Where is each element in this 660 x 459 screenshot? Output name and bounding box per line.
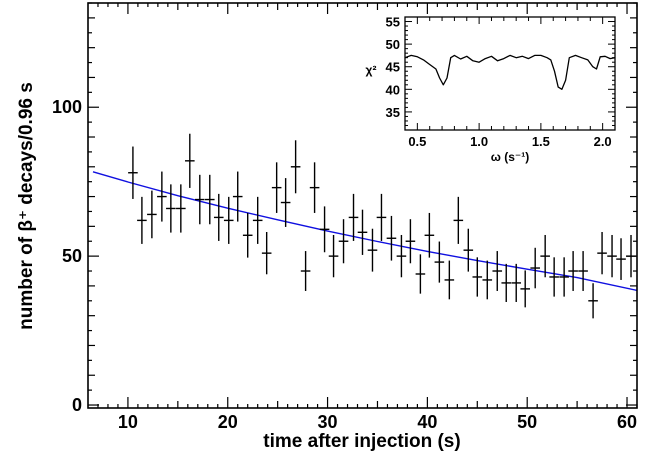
data-point xyxy=(157,171,167,222)
data-point xyxy=(472,257,483,297)
inset-y-tick-label: 55 xyxy=(386,15,400,30)
data-point xyxy=(348,193,359,241)
data-point xyxy=(185,133,195,188)
data-point xyxy=(396,234,407,278)
data-point xyxy=(195,174,205,225)
inset-chart: 0.5 1.0 1.5 2.0 35 40 45 50 55 ω (s⁻¹) χ² xyxy=(366,15,616,164)
data-point xyxy=(607,234,617,278)
x-tick-label: 50 xyxy=(517,412,537,432)
data-point xyxy=(367,228,378,272)
data-point xyxy=(520,270,530,308)
data-point xyxy=(319,206,330,253)
data-point xyxy=(232,171,243,222)
main-x-axis-label: time after injection (s) xyxy=(263,431,460,452)
data-point xyxy=(405,219,416,264)
main-y-axis-label: number of β⁺ decays/0.96 s xyxy=(16,82,37,330)
data-point xyxy=(176,184,186,233)
data-point xyxy=(453,196,464,244)
data-point xyxy=(463,228,474,272)
data-point xyxy=(530,247,540,289)
data-point xyxy=(137,196,147,244)
inset-y-tick-label: 40 xyxy=(386,82,400,97)
data-point xyxy=(128,146,138,199)
data-point xyxy=(434,241,445,283)
data-point xyxy=(338,219,349,264)
data-point xyxy=(252,196,263,244)
data-point xyxy=(501,263,512,302)
data-point xyxy=(444,260,455,300)
data-point xyxy=(300,251,311,291)
fit-curve-layer xyxy=(92,171,638,292)
data-point xyxy=(147,190,157,239)
chi2-curve xyxy=(404,54,616,90)
data-point xyxy=(223,196,234,244)
inset-plot-frame xyxy=(404,16,616,131)
data-point xyxy=(166,184,176,233)
x-tick-label: 10 xyxy=(118,412,138,432)
inset-y-tick-label: 50 xyxy=(386,37,400,52)
y-tick-label: 50 xyxy=(62,246,82,266)
data-point xyxy=(290,140,301,194)
y-tick-label: 0 xyxy=(72,395,82,415)
inset-y-axis-label: χ² xyxy=(366,63,377,77)
inset-background xyxy=(405,17,615,130)
data-point xyxy=(328,234,339,278)
data-point xyxy=(280,178,291,227)
data-point xyxy=(204,174,215,225)
data-points-layer xyxy=(128,133,636,319)
inset-axis-ticks: 0.5 1.0 1.5 2.0 35 40 45 50 55 xyxy=(386,15,616,149)
data-point xyxy=(588,283,598,319)
data-point xyxy=(309,162,320,213)
inset-x-tick-label: 1.0 xyxy=(470,134,488,149)
x-tick-label: 40 xyxy=(417,412,437,432)
data-point xyxy=(261,232,272,275)
inset-x-tick-label: 2.0 xyxy=(594,134,612,149)
data-point xyxy=(568,251,578,291)
data-point xyxy=(559,257,569,297)
inset-x-tick-label: 0.5 xyxy=(408,134,426,149)
data-point xyxy=(386,215,397,261)
data-point xyxy=(482,260,493,300)
data-point xyxy=(597,232,607,275)
y-tick-label: 100 xyxy=(52,97,82,117)
data-point xyxy=(511,263,522,302)
inset-y-tick-label: 45 xyxy=(386,60,400,75)
data-point xyxy=(213,193,224,241)
main-plot-frame xyxy=(87,2,638,409)
data-point xyxy=(549,257,559,297)
data-point xyxy=(271,162,282,213)
fit-curve xyxy=(92,171,638,292)
data-point xyxy=(540,234,550,278)
data-point xyxy=(357,209,368,255)
data-point xyxy=(415,254,426,294)
data-point xyxy=(424,212,435,258)
inset-y-tick-label: 35 xyxy=(386,105,400,120)
data-point xyxy=(492,251,503,291)
data-point xyxy=(242,212,253,258)
inset-x-tick-label: 1.5 xyxy=(532,134,550,149)
main-chart: 10 20 30 40 50 60 0 50 100 time after injection … xyxy=(16,2,638,452)
x-tick-label: 20 xyxy=(218,412,238,432)
main-axis-ticks: 10 20 30 40 50 60 0 50 100 xyxy=(52,2,638,432)
data-point xyxy=(616,238,626,280)
inset-line-layer xyxy=(404,54,616,90)
data-point xyxy=(578,251,588,291)
inset-x-axis-label: ω (s⁻¹) xyxy=(491,150,529,164)
data-point xyxy=(376,193,387,241)
x-tick-label: 60 xyxy=(617,412,637,432)
x-tick-label: 30 xyxy=(318,412,338,432)
